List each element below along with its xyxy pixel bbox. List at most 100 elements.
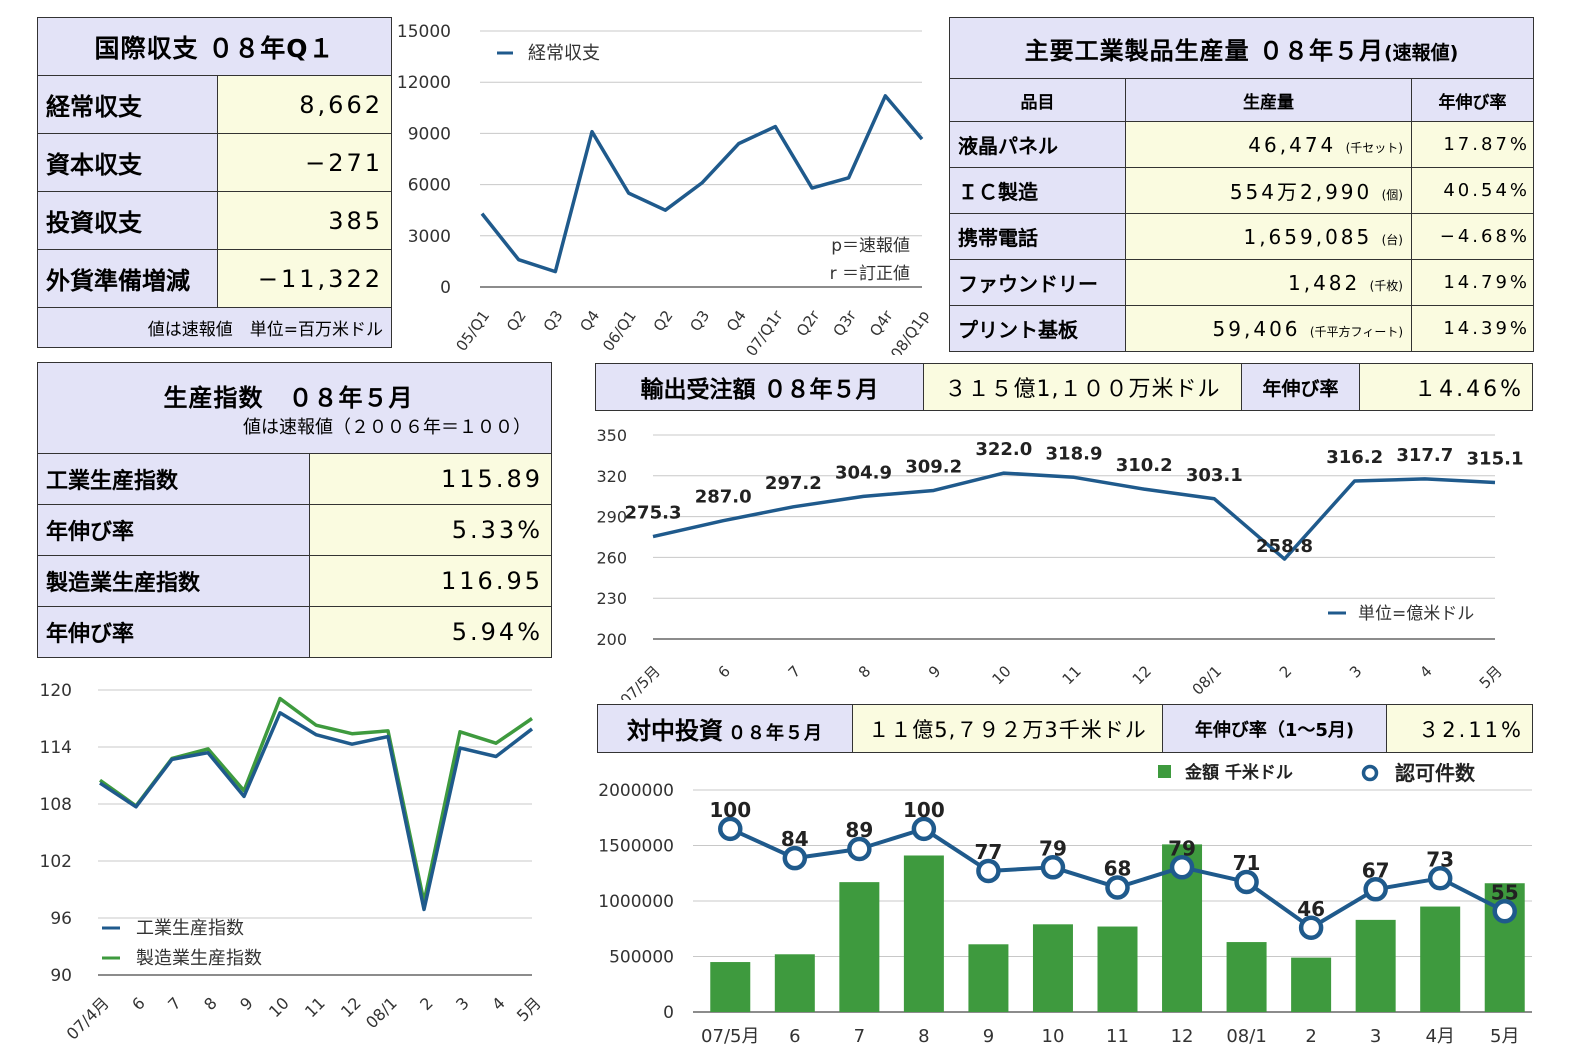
x-tick-label: 12 <box>1171 1026 1194 1047</box>
data-label: 322.0 <box>975 439 1032 460</box>
legend-marker <box>1361 764 1379 782</box>
bop-value-current: 8,662 <box>217 75 392 134</box>
y-tick-label: 1500000 <box>598 837 674 857</box>
line-marker <box>1427 866 1453 891</box>
line-marker <box>911 816 937 842</box>
data-label: 315.1 <box>1467 448 1524 469</box>
index-value-industrial-growth: 5.33% <box>309 504 552 556</box>
x-tick-label: Q3r <box>829 306 860 340</box>
data-label: 304.9 <box>835 462 892 483</box>
index-label-industrial: 工業生産指数 <box>37 453 310 505</box>
index-value-manufacturing-growth: 5.94% <box>309 606 552 658</box>
line-marker <box>976 858 1001 884</box>
data-label: 68 <box>1104 856 1132 880</box>
production-qty-pcb: 59,406 <box>1212 316 1301 341</box>
bop-value-investment: 385 <box>217 191 392 250</box>
production-growth-mobile: −4.68% <box>1411 213 1534 260</box>
production-unit-mobile: (台) <box>1381 232 1403 247</box>
series-line <box>99 711 534 912</box>
data-label: 275.3 <box>625 503 682 524</box>
y-tick-label: 0 <box>663 1003 674 1023</box>
bop-value-capital: −271 <box>217 133 392 192</box>
legend-label: 認可件数 <box>1395 761 1476 785</box>
bop-note: 値は速報値 単位=百万米ドル <box>37 307 392 348</box>
y-tick-label: 0 <box>440 278 451 298</box>
data-label: 318.9 <box>1046 443 1103 464</box>
y-tick-label: 6000 <box>408 176 451 196</box>
line-marker <box>1363 877 1388 902</box>
x-tick-label: 12 <box>337 993 365 1021</box>
x-tick-label: 2 <box>416 993 437 1014</box>
index-value-manufacturing: 116.95 <box>309 555 552 607</box>
bar <box>1291 957 1332 1012</box>
production-growth-pcb: 14.39% <box>1411 305 1534 352</box>
index-label-manufacturing: 製造業生産指数 <box>37 555 310 607</box>
bop-label-investment: 投資収支 <box>37 191 218 250</box>
x-tick-label: 10 <box>988 662 1014 688</box>
fdi-header: 対中投資 ０８年５月 １１億5,７９２万3千米ドル 年伸び率（1～5月) ３2.… <box>597 704 1533 753</box>
data-label: 287.0 <box>695 487 752 508</box>
bar <box>1355 919 1396 1012</box>
y-tick-label: 200 <box>596 630 627 649</box>
fdi-header-label: 対中投資 <box>626 717 723 745</box>
legend-label: 単位=億米ドル <box>1358 604 1474 624</box>
export-header: 輸出受注額 ０８年５月 ３１５億1,１００万米ドル 年伸び率 １4.46% <box>595 363 1533 411</box>
x-tick-label: 08/1 <box>1226 1026 1266 1047</box>
data-label: 100 <box>903 798 945 822</box>
x-tick-label: 11 <box>1106 1026 1129 1047</box>
production-table: 主要工業製品生産量 ０８年５月(速報値) 品目 生産量 年伸び率 液晶パネル 46… <box>949 17 1534 352</box>
data-label: 89 <box>845 818 873 842</box>
bop-value-reserves: −11,322 <box>217 249 392 308</box>
x-tick-label: Q2r <box>793 306 824 340</box>
data-label: 100 <box>709 798 751 822</box>
y-tick-label: 260 <box>596 548 627 567</box>
index-label-industrial-growth: 年伸び率 <box>37 504 310 556</box>
x-tick-label: Q3 <box>686 307 713 335</box>
index-label-manufacturing-growth: 年伸び率 <box>37 606 310 658</box>
production-qty-ic: 554万2,990 <box>1229 180 1373 204</box>
production-item-mobile: 携帯電話 <box>949 213 1126 260</box>
x-tick-label: 8 <box>200 993 221 1014</box>
production-title-suffix: (速報値) <box>1383 41 1459 64</box>
production-header-item: 品目 <box>949 78 1126 122</box>
bar <box>710 962 751 1012</box>
production-qty-foundry: 1,482 <box>1288 270 1361 295</box>
export-header-label: 輸出受注額 ０８年５月 <box>595 363 924 411</box>
data-label: 84 <box>781 827 809 851</box>
production-growth-foundry: 14.79% <box>1411 259 1534 306</box>
bar <box>774 954 815 1012</box>
production-title: 主要工業製品生産量 ０８年５月 <box>1024 36 1384 65</box>
index-table: 生産指数 ０８年５月 値は速報値（２００６年＝１００） 工業生産指数 115.89… <box>37 362 552 658</box>
legend-label: 製造業生産指数 <box>136 948 262 969</box>
y-tick-label: 120 <box>40 681 72 701</box>
x-tick-label: 07/4月 <box>63 993 113 1043</box>
y-tick-label: 230 <box>596 589 627 608</box>
line-marker <box>1105 875 1130 900</box>
bar <box>1097 926 1138 1012</box>
data-label: 297.2 <box>765 473 822 494</box>
x-tick-label: 07/Q1r <box>742 306 787 355</box>
x-tick-label: 9 <box>925 662 944 681</box>
fdi-header-growth-label: 年伸び率（1～5月) <box>1162 704 1387 753</box>
legend-label: 金額 千米ドル <box>1184 762 1293 783</box>
y-tick-label: 108 <box>40 795 72 815</box>
x-tick-label: 9 <box>983 1026 994 1047</box>
production-qty-lcd: 46,474 <box>1248 132 1337 157</box>
y-tick-label: 12000 <box>397 73 451 93</box>
x-tick-label: 6 <box>715 662 734 681</box>
data-label: 303.1 <box>1186 465 1243 486</box>
index-title-cell: 生産指数 ０８年５月 値は速報値（２００６年＝１００） <box>37 362 552 454</box>
x-tick-label: 5月 <box>513 993 545 1025</box>
x-tick-label: 5月 <box>1476 662 1506 692</box>
x-tick-label: 3 <box>1370 1026 1381 1047</box>
fdi-header-growth-value: ３2.11% <box>1386 704 1533 753</box>
x-tick-label: 06/Q1 <box>599 307 640 355</box>
data-label: 67 <box>1362 858 1390 882</box>
data-label: 309.2 <box>905 456 962 477</box>
x-tick-label: 4 <box>1416 662 1435 681</box>
x-tick-label: 2 <box>1276 662 1295 681</box>
data-label: 317.7 <box>1396 445 1453 466</box>
x-tick-label: 7 <box>164 993 185 1014</box>
data-label: 79 <box>1168 836 1196 860</box>
export-header-growth-label: 年伸び率 <box>1241 363 1360 411</box>
